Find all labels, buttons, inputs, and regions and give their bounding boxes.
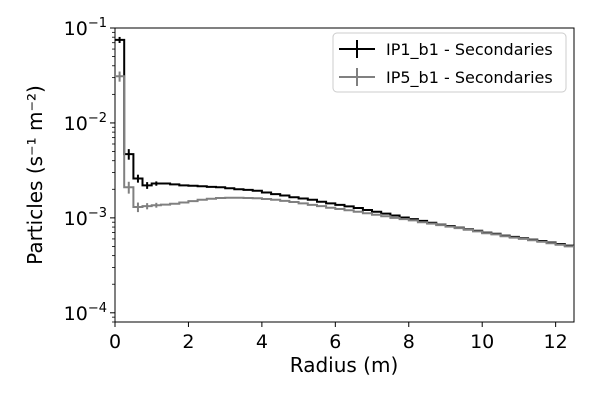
x-tick-label: 10	[470, 331, 494, 353]
legend-label-ip5: IP5_b1 - Secondaries	[386, 68, 553, 88]
x-tick-label: 4	[256, 331, 268, 353]
y-tick-label: 10−2	[64, 111, 107, 135]
legend: IP1_b1 - Secondaries IP5_b1 - Secondarie…	[332, 32, 567, 93]
series-line-ip5	[115, 75, 574, 248]
error-bars	[118, 36, 158, 213]
x-tick-label: 12	[544, 331, 568, 353]
y-tick-label: 10−3	[64, 206, 107, 230]
y-tick-label: 10−4	[64, 301, 107, 325]
y-tick-label: 10−1	[64, 16, 107, 40]
legend-box	[332, 32, 567, 93]
x-tick-label: 8	[403, 331, 415, 353]
y-axis-ticks: 10−1 10−2 10−3 10−4	[64, 16, 115, 325]
y-axis-label: Particles (s⁻¹ m⁻²)	[23, 85, 47, 265]
series-layer	[115, 38, 574, 248]
x-tick-label: 2	[182, 331, 194, 353]
x-tick-label: 6	[329, 331, 341, 353]
x-axis-label: Radius (m)	[290, 353, 399, 377]
x-axis-ticks: 0 2 4 6 8 10 12	[109, 322, 568, 353]
legend-label-ip1: IP1_b1 - Secondaries	[386, 40, 553, 60]
x-tick-label: 0	[109, 331, 121, 353]
